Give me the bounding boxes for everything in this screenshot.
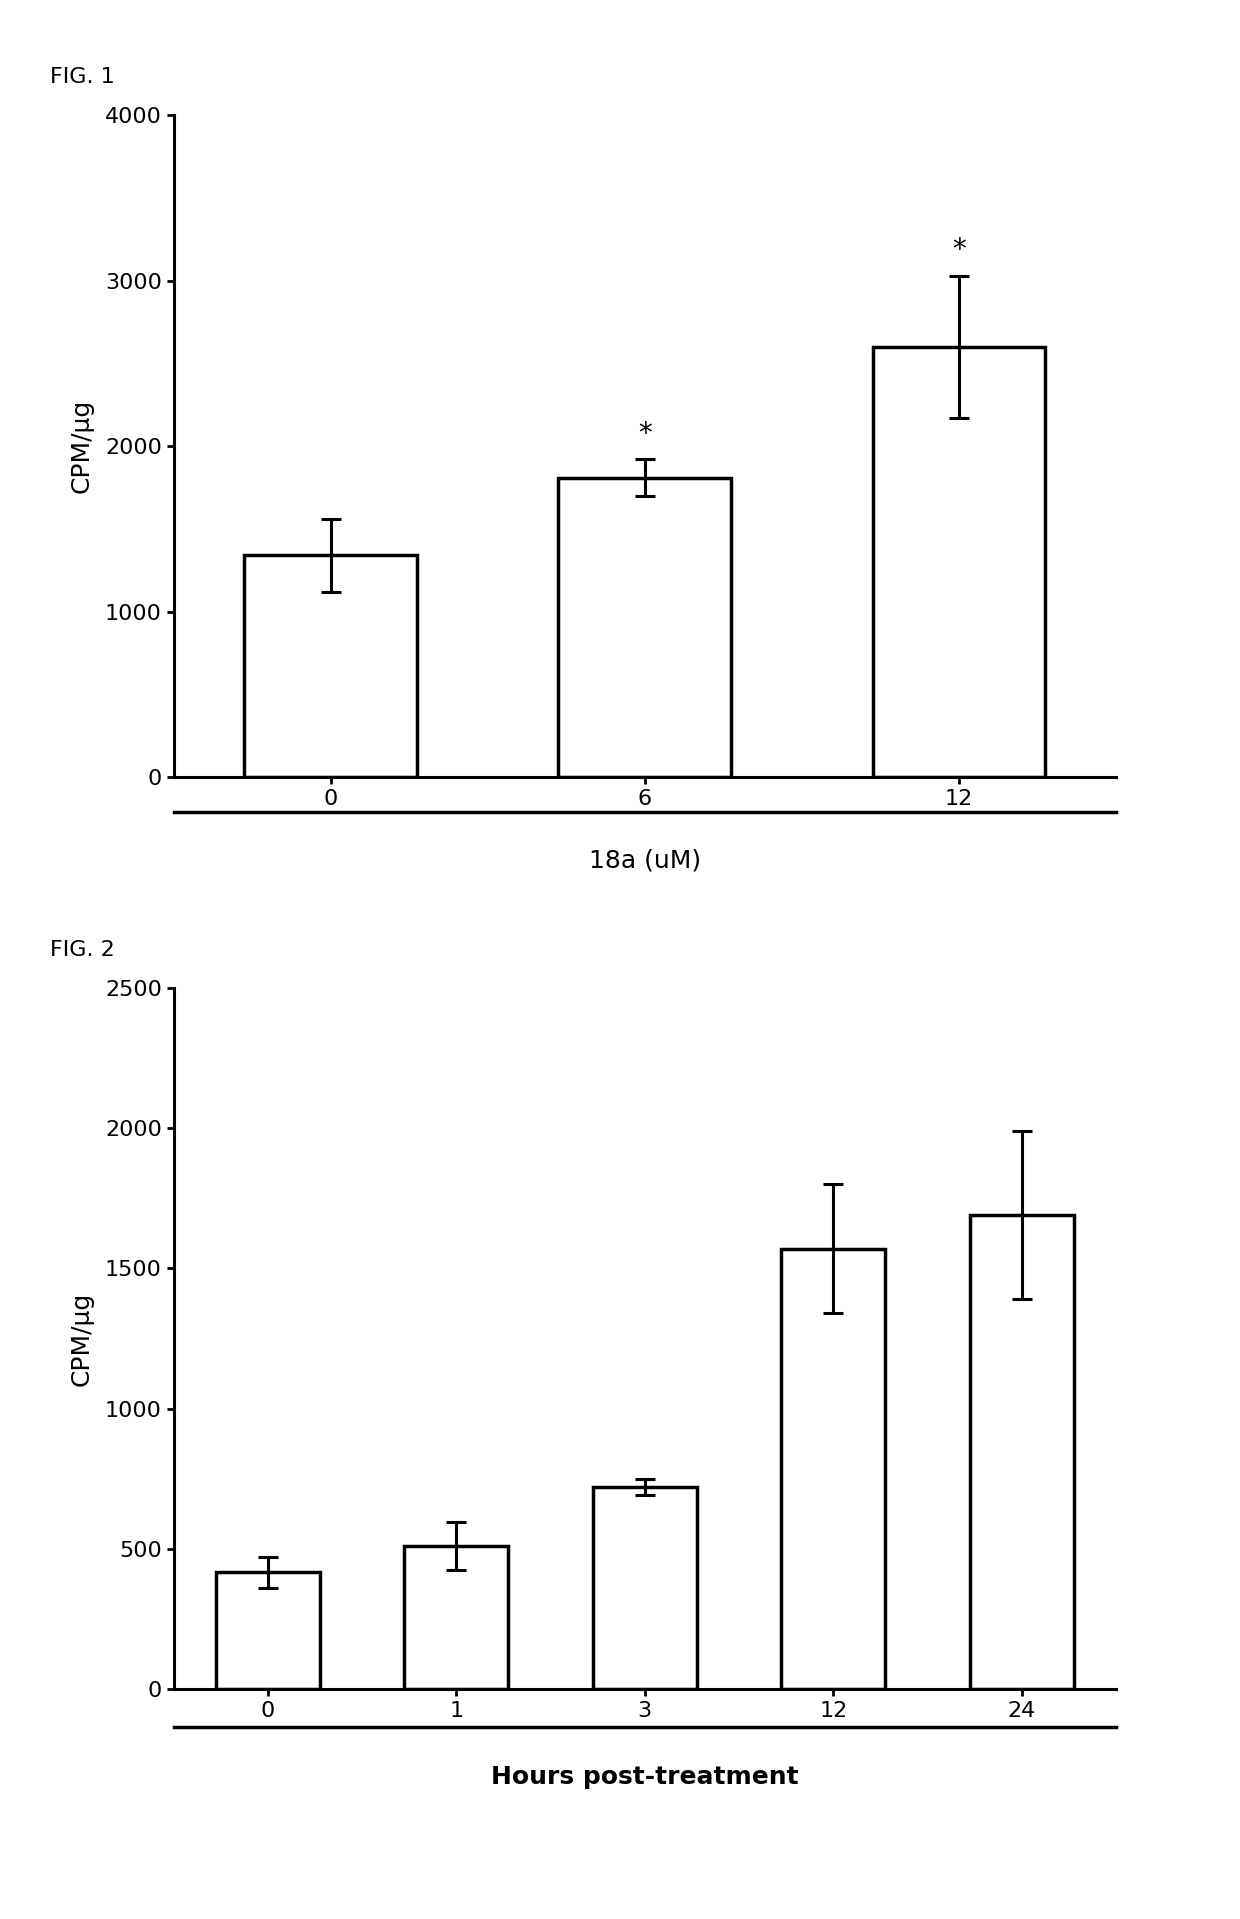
Text: FIG. 1: FIG. 1	[50, 67, 114, 86]
Text: FIG. 2: FIG. 2	[50, 940, 114, 960]
Text: Hours post-treatment: Hours post-treatment	[491, 1765, 799, 1790]
Bar	[781, 1249, 885, 1689]
Text: *: *	[637, 420, 652, 447]
Bar	[404, 1547, 508, 1689]
Bar	[970, 1215, 1074, 1689]
Text: *: *	[952, 236, 966, 265]
Bar	[216, 1572, 320, 1689]
Bar	[593, 1487, 697, 1689]
Y-axis label: CPM/μg: CPM/μg	[69, 1291, 94, 1386]
Text: 18a (uM): 18a (uM)	[589, 848, 701, 873]
Y-axis label: CPM/μg: CPM/μg	[69, 399, 94, 493]
Bar	[873, 347, 1045, 777]
Bar	[558, 478, 732, 777]
Bar	[244, 555, 417, 777]
